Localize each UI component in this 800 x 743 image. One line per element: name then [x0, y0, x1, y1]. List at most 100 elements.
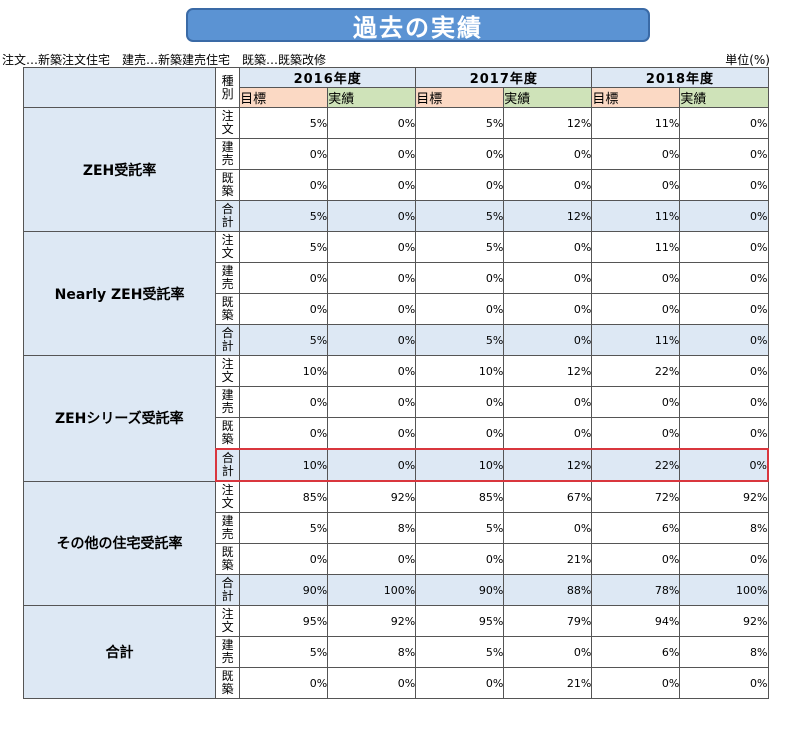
target-value-cell: 11% — [591, 107, 681, 139]
type-cell: 建売 — [215, 138, 241, 170]
category-label: その他の住宅受託率 — [22, 480, 217, 606]
type-char: 売 — [221, 277, 234, 291]
actual-value-cell: 12% — [503, 448, 593, 482]
target-value-cell: 72% — [591, 480, 681, 513]
actual-value-cell: 0% — [679, 417, 769, 450]
actual-value-cell: 0% — [327, 543, 417, 575]
actual-value-cell: 0% — [327, 138, 417, 170]
table-row: 既築 0% 0% 0% 0% 0% 0% — [24, 169, 769, 201]
target-value-cell: 0% — [591, 667, 681, 699]
table-row: 合計注文 95% 92% 95% 79% 94% 92% — [22, 605, 769, 699]
target-value-cell: 78% — [591, 574, 681, 606]
table-row: 建売 5% 8% 5% 0% 6% 8% — [24, 636, 769, 668]
actual-value-cell: 0% — [679, 231, 769, 263]
type-char: 合 — [221, 451, 234, 465]
type-char: 築 — [221, 308, 234, 322]
unit-label: 単位(%) — [725, 53, 770, 67]
actual-value-cell: 0% — [327, 262, 417, 294]
type-cell: 合計 — [215, 200, 241, 232]
target-value-cell: 0% — [239, 138, 329, 170]
actual-value-cell: 0% — [503, 293, 593, 325]
actual-value-cell: 21% — [503, 667, 593, 699]
target-value-cell: 5% — [415, 512, 505, 544]
actual-value-cell: 100% — [327, 574, 417, 606]
type-cell: 注文 — [215, 355, 241, 387]
target-value-cell: 0% — [415, 386, 505, 418]
target-value-cell: 11% — [591, 200, 681, 232]
actual-value-cell: 92% — [327, 605, 417, 637]
type-cell: 建売 — [215, 262, 241, 294]
target-value-cell: 10% — [239, 355, 329, 387]
target-value-cell: 5% — [415, 231, 505, 263]
target-value-cell: 22% — [591, 355, 681, 387]
type-legend: 注文…新築注文住宅 建売…新築建売住宅 既築…既築改修 — [2, 53, 327, 67]
type-char: 築 — [221, 682, 234, 696]
type-cell: 注文 — [215, 605, 241, 637]
actual-value-cell: 0% — [327, 324, 417, 356]
actual-value-cell: 67% — [503, 480, 593, 513]
page-title-banner: 過去の実績 — [186, 8, 650, 42]
target-value-cell: 0% — [415, 293, 505, 325]
target-value-cell: 0% — [415, 417, 505, 450]
actual-value-cell: 8% — [327, 512, 417, 544]
target-value-cell: 0% — [591, 386, 681, 418]
target-header: 目標 — [415, 87, 505, 108]
table-row-total: 合計 10% 0% 10% 12% 22% 0% — [24, 448, 770, 482]
type-char: 文 — [221, 370, 234, 384]
results-table: 種 別 2016年度 2017年度 2018年度 目標 実績 目標 実績 目標 … — [22, 67, 770, 699]
header-corner — [22, 67, 217, 108]
type-char: 既 — [221, 669, 234, 683]
type-char: 築 — [221, 184, 234, 198]
target-value-cell: 0% — [239, 262, 329, 294]
actual-value-cell: 0% — [679, 200, 769, 232]
actual-value-cell: 0% — [679, 543, 769, 575]
target-value-cell: 0% — [239, 543, 329, 575]
actual-value-cell: 92% — [327, 480, 417, 513]
target-value-cell: 10% — [415, 355, 505, 387]
type-char: 注 — [221, 607, 234, 621]
table-row: 既築 0% 0% 0% 21% 0% 0% — [24, 667, 769, 699]
target-value-cell: 90% — [239, 574, 329, 606]
type-char: 建 — [221, 388, 234, 402]
target-value-cell: 0% — [415, 543, 505, 575]
target-value-cell: 0% — [591, 293, 681, 325]
target-value-cell: 0% — [415, 169, 505, 201]
target-value-cell: 5% — [239, 324, 329, 356]
table-row: 既築 0% 0% 0% 0% 0% 0% — [24, 293, 769, 325]
type-char: 築 — [221, 558, 234, 572]
actual-value-cell: 12% — [503, 107, 593, 139]
table-row-total: 合計 5% 0% 5% 0% 11% 0% — [24, 324, 769, 356]
type-cell: 注文 — [215, 480, 241, 513]
actual-value-cell: 0% — [679, 386, 769, 418]
type-char: 計 — [221, 464, 234, 478]
actual-value-cell: 0% — [503, 386, 593, 418]
category-label: ZEHシリーズ受託率 — [22, 355, 217, 482]
target-value-cell: 0% — [239, 386, 329, 418]
table-body: ZEH受託率注文 5% 0% 5% 12% 11% 0% 建売 0% 0% 0% 0% 0% 0% 既築 0%… — [22, 107, 770, 699]
type-cell: 合計 — [215, 324, 241, 356]
actual-value-cell: 0% — [503, 231, 593, 263]
actual-value-cell: 0% — [679, 107, 769, 139]
type-char: 文 — [221, 122, 234, 136]
actual-value-cell: 0% — [679, 355, 769, 387]
actual-value-cell: 0% — [679, 262, 769, 294]
type-char: 既 — [221, 545, 234, 559]
actual-value-cell: 0% — [503, 138, 593, 170]
type-char: 合 — [221, 202, 234, 216]
type-char: 売 — [221, 153, 234, 167]
target-value-cell: 5% — [415, 107, 505, 139]
actual-value-cell: 0% — [503, 512, 593, 544]
table-row: ZEH受託率注文 5% 0% 5% 12% 11% 0% — [22, 107, 769, 232]
type-header-line: 別 — [221, 86, 234, 101]
actual-value-cell: 0% — [327, 448, 417, 482]
actual-value-cell: 0% — [679, 138, 769, 170]
type-char: 注 — [221, 357, 234, 371]
type-char: 売 — [221, 527, 234, 541]
type-char: 売 — [221, 401, 234, 415]
target-value-cell: 0% — [415, 262, 505, 294]
type-column-header: 種 別 — [215, 67, 241, 108]
target-value-cell: 0% — [591, 417, 681, 450]
page-title: 過去の実績 — [353, 13, 483, 42]
type-char: 文 — [221, 620, 234, 634]
target-value-cell: 0% — [591, 262, 681, 294]
